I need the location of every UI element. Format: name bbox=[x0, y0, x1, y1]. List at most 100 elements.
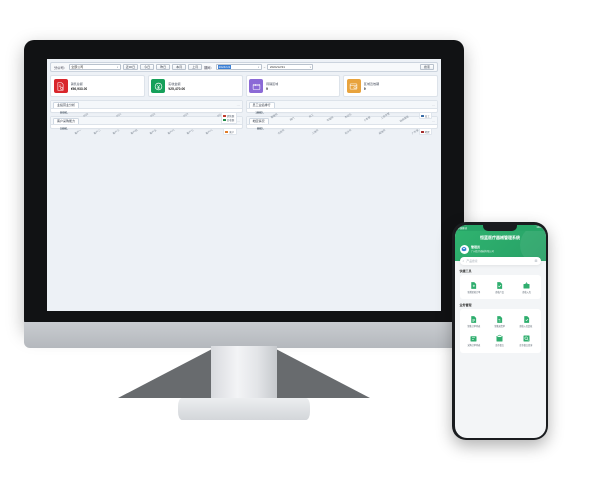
y-tick-2: 20000 bbox=[60, 111, 67, 115]
panel-menu-icon-1[interactable]: ⋯ bbox=[432, 103, 435, 107]
tab-chart-1[interactable]: 员工业绩排行 bbox=[248, 101, 275, 108]
tab-chart-0[interactable]: 业绩营业分析 bbox=[53, 101, 80, 108]
date-from-value: 2024/1/1 bbox=[218, 65, 231, 69]
phone-tool-1-1[interactable]: 销售退货单 bbox=[487, 312, 513, 331]
company-select[interactable]: 全部公司 ▾ bbox=[68, 63, 121, 71]
panel-chart-2: 客户采购能力 ⋯ 0 3000 6000 9000 12000 15000 18000 210… bbox=[50, 116, 243, 136]
filter-btn-4[interactable]: 上月 bbox=[188, 63, 203, 71]
phone-tool-label-1-4: 库存盘点 bbox=[495, 345, 505, 348]
panel-chart-0: 业绩营业分析 ⋯ 0 10000 20000 30000 40000 50000 2020 2… bbox=[50, 100, 243, 124]
phone-screen: 中国移动 100% 恒蓝医疗器械管理系统 管理员 广州医疗器械有限公司 ⌕ 产品… bbox=[454, 224, 546, 438]
kpi-card-3[interactable]: 区域近效期 9 bbox=[343, 75, 438, 97]
legend-swatch-1 bbox=[222, 119, 226, 122]
panel-menu-icon-0[interactable]: ⋯ bbox=[236, 103, 240, 107]
kpi-card-1[interactable]: 实收金额 ¥25,470.00 bbox=[147, 75, 243, 97]
invoice-icon bbox=[53, 79, 68, 93]
y-tick-6: 18000 bbox=[60, 127, 67, 131]
y-tick-7: 14000 bbox=[255, 111, 263, 115]
y-tick-3: 30000 bbox=[60, 111, 67, 115]
phone-section-title-0: 快捷工具 bbox=[459, 268, 472, 273]
phone-search-bar[interactable]: ⌕ 产品搜索 ⊞ bbox=[459, 256, 541, 265]
panel-menu-icon-2[interactable]: ⋯ bbox=[236, 119, 240, 123]
y-tick-3: 3000 bbox=[256, 127, 263, 131]
y-tick-5: 50000 bbox=[60, 111, 67, 115]
phone-tool-1-4[interactable]: 库存盘点 bbox=[487, 331, 513, 350]
phone-tool-1-3[interactable]: 采购订单列表 bbox=[461, 331, 487, 350]
y-tick-0: 0 bbox=[65, 127, 67, 131]
tab-chart-3[interactable]: 地区情况 bbox=[248, 117, 269, 124]
date-range-dash: ~ bbox=[263, 65, 266, 69]
clock-box-icon bbox=[346, 79, 361, 93]
y-tick-0: 0 bbox=[65, 111, 67, 115]
plot-area-1: 0 2000 4000 6000 8000 10000 12000 14000 16000 180… bbox=[256, 111, 431, 123]
phone-tool-label-0-2: 验收入库 bbox=[522, 291, 531, 294]
phone-section-0: 快捷工具新增验收订单 验收产品 验收入库 bbox=[459, 268, 541, 300]
phone-section-1: 业务管理 销售订单列表 销售退货单 验收入库复核 采购订单列表 库存盘点 库存盘点查询 bbox=[459, 303, 541, 353]
purchase-icon bbox=[468, 333, 479, 344]
legend-label-0: 客户 bbox=[229, 130, 235, 134]
panel-chart-1: 员工业绩排行 ⋯ 0 2000 4000 6000 8000 10000 12000 1400… bbox=[245, 100, 438, 123]
panel-head-1: 员工业绩排行 ⋯ bbox=[246, 101, 437, 109]
monitor-stand-neck bbox=[211, 346, 277, 404]
y-tick-1: 3000 bbox=[61, 127, 67, 131]
legend-item-0: 员工 bbox=[420, 114, 430, 118]
scan-icon[interactable]: ⊞ bbox=[534, 258, 538, 263]
doc-check-icon bbox=[494, 280, 505, 291]
kpi-value-0: ¥56,933.00 bbox=[70, 87, 88, 92]
filter-btn-0[interactable]: 近30日 bbox=[122, 63, 139, 71]
y-tick-1: 10000 bbox=[60, 111, 67, 115]
y-tick-7: 7000 bbox=[256, 127, 263, 131]
phone-tool-1-5[interactable]: 库存盘点查询 bbox=[513, 331, 539, 350]
date-from-input[interactable]: 2024/1/1 ▾ bbox=[215, 63, 262, 71]
filter-bar: 分公司： 全部公司 ▾ 近30日 今日 昨日 本月 上月 期间： 2024/1/… bbox=[50, 62, 438, 72]
y-tick-8: 8000 bbox=[256, 127, 263, 131]
y-tick-1: 2000 bbox=[256, 111, 263, 115]
phone-tool-0-0[interactable]: 新增验收订单 bbox=[461, 278, 487, 297]
review-icon bbox=[521, 314, 532, 325]
dashboard: 分公司： 全部公司 ▾ 近30日 今日 昨日 本月 上月 期间： 2024/1/… bbox=[47, 59, 441, 311]
y-tick-3: 9000 bbox=[61, 127, 67, 131]
phone-company-sub: 广州医疗器械有限公司 bbox=[471, 251, 494, 253]
y-tick-2: 6000 bbox=[61, 127, 67, 131]
phone-tool-label-1-5: 库存盘点查询 bbox=[519, 345, 533, 348]
chart-legend: 客户 bbox=[223, 128, 237, 136]
legend-label-0: 销售额 bbox=[226, 114, 235, 118]
filter-btn-1[interactable]: 今日 bbox=[140, 63, 155, 71]
y-tick-0: 0 bbox=[261, 111, 263, 115]
legend-label-1: 实收额 bbox=[226, 119, 235, 123]
y-tick-5: 5000 bbox=[256, 127, 263, 131]
phone-tool-label-1-1: 销售退货单 bbox=[494, 326, 506, 329]
chevron-down-icon: ▾ bbox=[117, 65, 119, 69]
phone-tool-label-1-0: 销售订单列表 bbox=[467, 326, 481, 329]
legend-label-0: 地区 bbox=[424, 130, 430, 134]
phone-company-row: 管理员 广州医疗器械有限公司 bbox=[459, 244, 541, 254]
filter-btn-2[interactable]: 昨日 bbox=[156, 63, 171, 71]
date-to-input[interactable]: 2024/12/31 ▾ bbox=[267, 63, 314, 71]
phone-tool-1-2[interactable]: 验收入库复核 bbox=[513, 312, 539, 331]
filter-btn-3[interactable]: 本月 bbox=[172, 63, 187, 71]
phone-tool-0-1[interactable]: 验收产品 bbox=[487, 278, 513, 297]
phone-app-title: 恒蓝医疗器械管理系统 bbox=[480, 234, 520, 240]
y-tick-2: 4000 bbox=[256, 111, 263, 115]
phone-section-card-0: 新增验收订单 验收产品 验收入库 bbox=[459, 274, 541, 300]
kpi-text-0: 销售总额 ¥56,933.00 bbox=[71, 81, 88, 92]
y-tick-2: 2000 bbox=[256, 127, 263, 131]
panel-menu-icon-3[interactable]: ⋯ bbox=[432, 119, 435, 123]
y-tick-5: 10000 bbox=[255, 111, 263, 115]
tab-chart-2[interactable]: 客户采购能力 bbox=[53, 117, 80, 124]
search-button[interactable]: 搜索 bbox=[420, 63, 434, 71]
chart-row-bottom: 客户采购能力 ⋯ 0 3000 6000 9000 12000 15000 18000 210… bbox=[50, 116, 438, 136]
kpi-card-0[interactable]: 销售总额 ¥56,933.00 bbox=[50, 75, 145, 97]
y-tick-7: 21000 bbox=[60, 127, 67, 131]
kpi-value-2: 9 bbox=[266, 87, 268, 92]
panel-chart-3: 地区情况 ⋯ 0 1000 2000 3000 4000 5000 6000 7000 8000… bbox=[245, 116, 438, 136]
yuan-coin-icon bbox=[151, 79, 166, 93]
date-to-value: 2024/12/31 bbox=[269, 65, 285, 69]
y-tick-5: 15000 bbox=[60, 127, 67, 131]
legend-label-0: 员工 bbox=[424, 114, 430, 118]
phone-tool-0-2[interactable]: 验收入库 bbox=[513, 278, 539, 297]
kpi-card-2[interactable]: 待销区域 9 bbox=[245, 75, 341, 97]
phone-tool-1-0[interactable]: 销售订单列表 bbox=[461, 312, 487, 331]
status-battery: 100% bbox=[536, 226, 543, 229]
